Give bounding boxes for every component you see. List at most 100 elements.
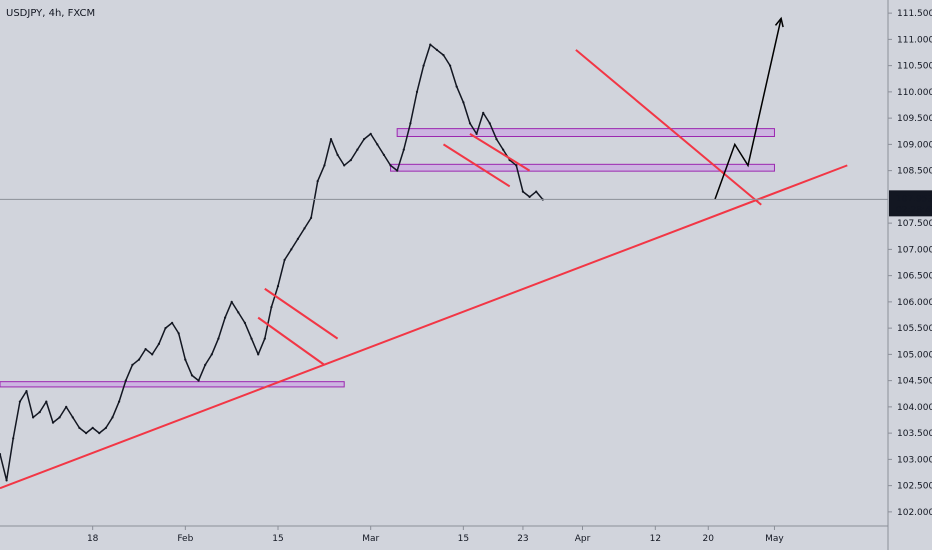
price-point (402, 148, 405, 151)
price-point (164, 327, 167, 330)
price-point (349, 159, 352, 162)
x-tick-label: 18 (87, 534, 99, 544)
price-point (144, 348, 147, 351)
price-point (111, 416, 114, 419)
price-point (409, 122, 412, 125)
price-point (131, 363, 134, 366)
price-point (276, 285, 280, 288)
support-zone-2[interactable] (396, 128, 775, 137)
price-point (230, 300, 233, 303)
symbol-header: USDJPY, 4h, FXCM (6, 8, 95, 19)
y-tick-label: 106.500 (897, 272, 932, 282)
price-point (515, 164, 518, 167)
y-tick-label: 111.000 (897, 35, 932, 45)
price-point (442, 54, 445, 57)
y-tick-label: 110.500 (897, 62, 932, 72)
y-tick-label: 105.000 (897, 350, 932, 360)
price-point (343, 164, 346, 167)
price-point (217, 337, 220, 340)
y-tick-label: 102.500 (897, 482, 932, 492)
price-point (303, 227, 306, 230)
price-point (65, 405, 68, 408)
y-tick-label: 105.500 (897, 324, 932, 334)
price-point (521, 190, 525, 193)
y-tick-label: 109.500 (897, 114, 932, 124)
current-price-label: 107.953 (896, 194, 932, 204)
y-tick-label: 110.000 (897, 88, 932, 98)
price-point (104, 426, 107, 429)
price-point (197, 379, 200, 382)
price-point (124, 379, 127, 382)
x-tick-label: Mar (362, 534, 379, 544)
price-point (310, 216, 313, 219)
price-point (224, 316, 227, 319)
price-point (495, 138, 498, 141)
price-point (237, 311, 240, 314)
trendlines (0, 49, 848, 490)
price-point (45, 400, 48, 403)
price-point (91, 426, 94, 429)
price-point (157, 342, 160, 345)
price-point (528, 195, 531, 198)
price-point (98, 432, 101, 435)
price-point (12, 437, 15, 440)
x-tick-label: Feb (177, 534, 193, 544)
price-point (435, 48, 438, 52)
price-point (389, 164, 392, 167)
price-point (210, 353, 213, 356)
price-point (190, 374, 194, 377)
price-point (270, 306, 273, 309)
price-point (449, 64, 452, 67)
y-axis-ticks: 111.500 111.000 110.500 110.000 109.500 109.0… (888, 9, 932, 518)
y-tick-label: 103.500 (897, 429, 932, 439)
x-tick-label: 20 (703, 534, 715, 544)
projection-path[interactable] (714, 18, 782, 200)
price-point (58, 416, 61, 419)
price-point (0, 453, 2, 456)
trendline-3[interactable] (257, 316, 325, 366)
x-tick-label: 15 (272, 534, 283, 544)
trendline-1[interactable] (0, 164, 848, 490)
price-point (204, 363, 207, 366)
price-point (316, 180, 319, 183)
y-tick-label: 104.000 (897, 403, 932, 413)
price-point (51, 421, 55, 424)
trendline-6[interactable] (575, 49, 762, 206)
price-point (137, 358, 141, 361)
price-point (455, 85, 458, 88)
price-point (78, 426, 81, 429)
price-series (0, 43, 544, 482)
x-tick-label: 15 (458, 534, 469, 544)
support-zone-1[interactable] (0, 381, 345, 388)
trendline-4[interactable] (469, 133, 531, 172)
price-point (263, 337, 266, 340)
price-point (429, 43, 432, 46)
x-axis-ticks: 18 Feb 15 Mar 15 23 Apr 12 20 May (87, 526, 784, 544)
support-zone-3[interactable] (390, 163, 775, 172)
price-point (177, 332, 180, 335)
price-point (475, 132, 478, 135)
price-point (71, 416, 74, 419)
trendline-5[interactable] (442, 143, 511, 188)
price-point (323, 164, 326, 167)
y-tick-label: 107.000 (897, 245, 932, 255)
x-tick-label: 23 (517, 534, 528, 544)
y-tick-label: 111.500 (897, 9, 932, 19)
price-point (535, 190, 538, 193)
trendline-2[interactable] (264, 287, 339, 340)
price-point (118, 400, 121, 403)
price-point (356, 148, 359, 151)
y-tick-label: 109.000 (897, 140, 932, 150)
price-point (363, 138, 366, 141)
y-tick-label: 104.500 (897, 377, 932, 387)
price-point (336, 153, 339, 156)
price-point (257, 353, 260, 356)
price-point (243, 321, 246, 324)
price-point (296, 237, 299, 240)
price-point (38, 411, 41, 414)
price-point (329, 138, 333, 141)
y-tick-label: 107.500 (897, 219, 932, 229)
price-point (488, 122, 491, 125)
